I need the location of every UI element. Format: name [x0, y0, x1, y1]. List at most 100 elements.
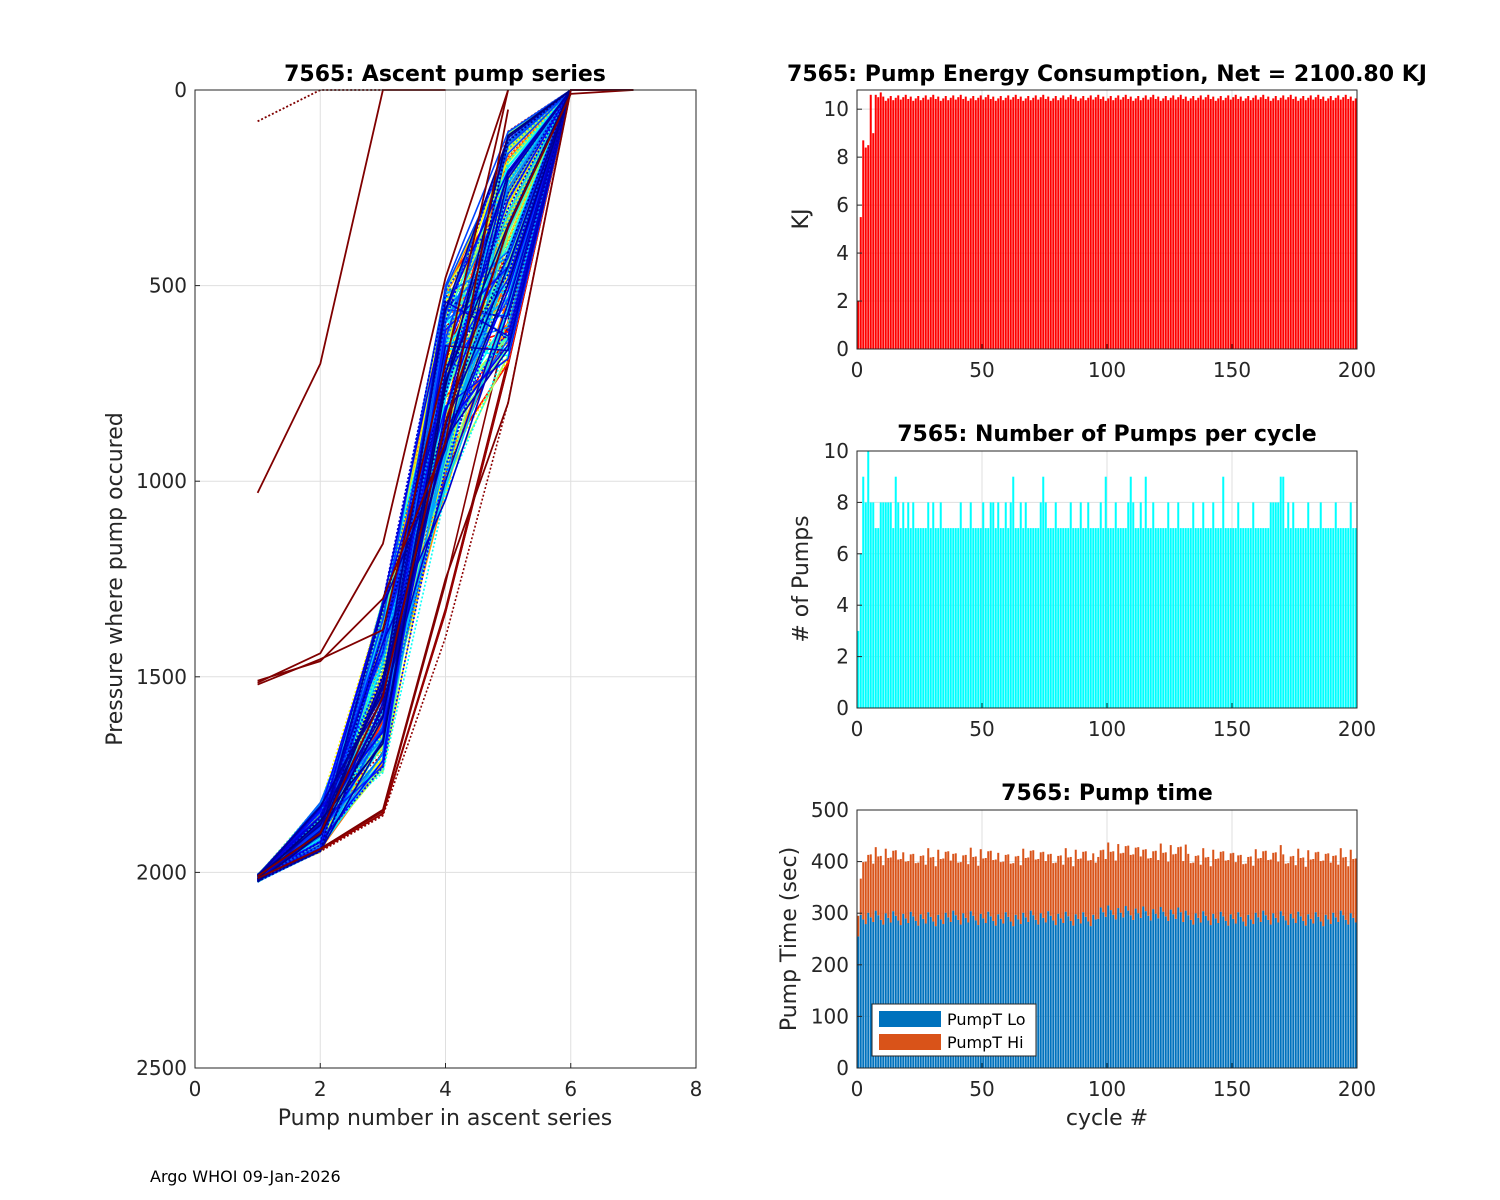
pumps-bar — [1209, 528, 1212, 708]
time-bar — [1304, 866, 1307, 926]
time-bar — [1182, 861, 1185, 922]
time-bar — [1149, 857, 1152, 921]
time-bar — [1172, 854, 1175, 915]
time-bar — [937, 849, 940, 915]
energy-bar — [1332, 100, 1335, 349]
time-bar — [1119, 853, 1122, 913]
time-bar — [1212, 849, 1215, 914]
time-bar — [1157, 918, 1160, 1068]
pumps-ytick-label: 0 — [836, 696, 849, 720]
time-bar — [1284, 920, 1287, 1068]
energy-bar — [904, 94, 907, 349]
time-bar — [1352, 859, 1355, 918]
energy-bar — [962, 98, 965, 350]
pumps-bar — [1214, 528, 1217, 708]
time-bar — [972, 915, 975, 1068]
time-bar — [1017, 855, 1020, 920]
time-bar — [1239, 916, 1242, 1068]
pumps-bar — [862, 476, 865, 708]
time-bar — [1157, 860, 1160, 919]
pumps-bar — [907, 502, 910, 708]
time-bar — [1102, 849, 1105, 913]
time-bar — [1242, 864, 1245, 922]
time-bar — [1194, 855, 1197, 914]
pumps-bar — [1009, 502, 1012, 708]
time-bar — [1214, 859, 1217, 919]
time-title: 7565: Pump time — [1001, 781, 1213, 806]
energy-bar — [864, 147, 867, 349]
energy-bar — [989, 98, 992, 350]
time-bar — [877, 915, 880, 1068]
energy-bar — [909, 96, 912, 349]
energy-bar — [1089, 95, 1092, 350]
time-bar — [1209, 866, 1212, 926]
time-bar — [1229, 914, 1232, 1068]
time-bar — [952, 910, 955, 1068]
time-bar — [1139, 856, 1142, 918]
time-bar — [949, 921, 952, 1068]
time-bar — [1014, 856, 1017, 915]
time-bar — [1332, 855, 1335, 913]
pumps-bar — [972, 528, 975, 708]
pumps-bar — [1179, 528, 1182, 708]
time-bar — [1209, 925, 1212, 1068]
energy-bar — [1354, 98, 1357, 349]
time-bar — [1279, 845, 1282, 912]
pumps-bar — [1177, 502, 1180, 708]
pumps-bar — [1059, 528, 1062, 708]
time-bar — [909, 911, 912, 1068]
time-bar — [1029, 910, 1032, 1068]
energy-bar — [1067, 97, 1070, 349]
pumps-bar — [1259, 528, 1262, 708]
energy-bar — [1017, 98, 1020, 350]
time-bar — [1202, 911, 1205, 1068]
pumps-bar — [1319, 502, 1322, 708]
time-bar — [914, 920, 917, 1068]
pumps-bar — [1202, 502, 1205, 708]
pumps-bar — [1102, 528, 1105, 708]
time-bar — [927, 848, 930, 913]
time-bar — [1259, 857, 1262, 922]
time-bar — [999, 918, 1002, 1068]
time-bar — [1262, 851, 1265, 911]
time-bar — [1052, 863, 1055, 921]
time-bar — [1152, 909, 1155, 1068]
energy-bar — [862, 140, 865, 349]
time-bar — [1137, 847, 1140, 914]
time-bar — [1104, 859, 1107, 917]
time-bar — [1027, 857, 1030, 922]
time-bar — [1322, 926, 1325, 1068]
time-bar — [1064, 848, 1067, 912]
energy-bar — [1054, 96, 1057, 349]
time-xtick-label: 150 — [1213, 1077, 1251, 1101]
time-bar — [1349, 913, 1352, 1068]
ascent-ticks: 0 2 4 6 8 0 500 1000 1500 2000 2500 — [136, 78, 702, 1101]
time-bar — [934, 926, 937, 1068]
time-bar — [1019, 924, 1022, 1068]
time-bar — [1237, 855, 1240, 913]
ascent-ytick-label: 500 — [149, 274, 187, 298]
pumps-bar — [1284, 528, 1287, 708]
energy-bar — [1044, 98, 1047, 350]
energy-bar — [982, 99, 985, 349]
pumps-bar — [882, 502, 885, 708]
time-bar — [937, 914, 940, 1068]
time-bar — [1124, 905, 1127, 1068]
time-bar — [1077, 859, 1080, 919]
pumps-bar — [1152, 502, 1155, 708]
time-bar — [1299, 857, 1302, 917]
energy-bar — [1294, 96, 1297, 349]
time-bar — [1047, 911, 1050, 1068]
pumps-bar — [1267, 528, 1270, 708]
energy-ytick-label: 8 — [836, 145, 849, 169]
energy-bar — [1342, 97, 1345, 349]
pumps-bar — [1232, 528, 1235, 708]
energy-bar — [1059, 97, 1062, 349]
pumps-bar — [1072, 528, 1075, 708]
time-bar — [869, 854, 872, 918]
time-bar — [1034, 859, 1037, 920]
time-bar — [1137, 913, 1140, 1068]
time-bar — [1144, 911, 1147, 1068]
time-bar — [967, 864, 970, 923]
time-bar — [1354, 922, 1357, 1068]
